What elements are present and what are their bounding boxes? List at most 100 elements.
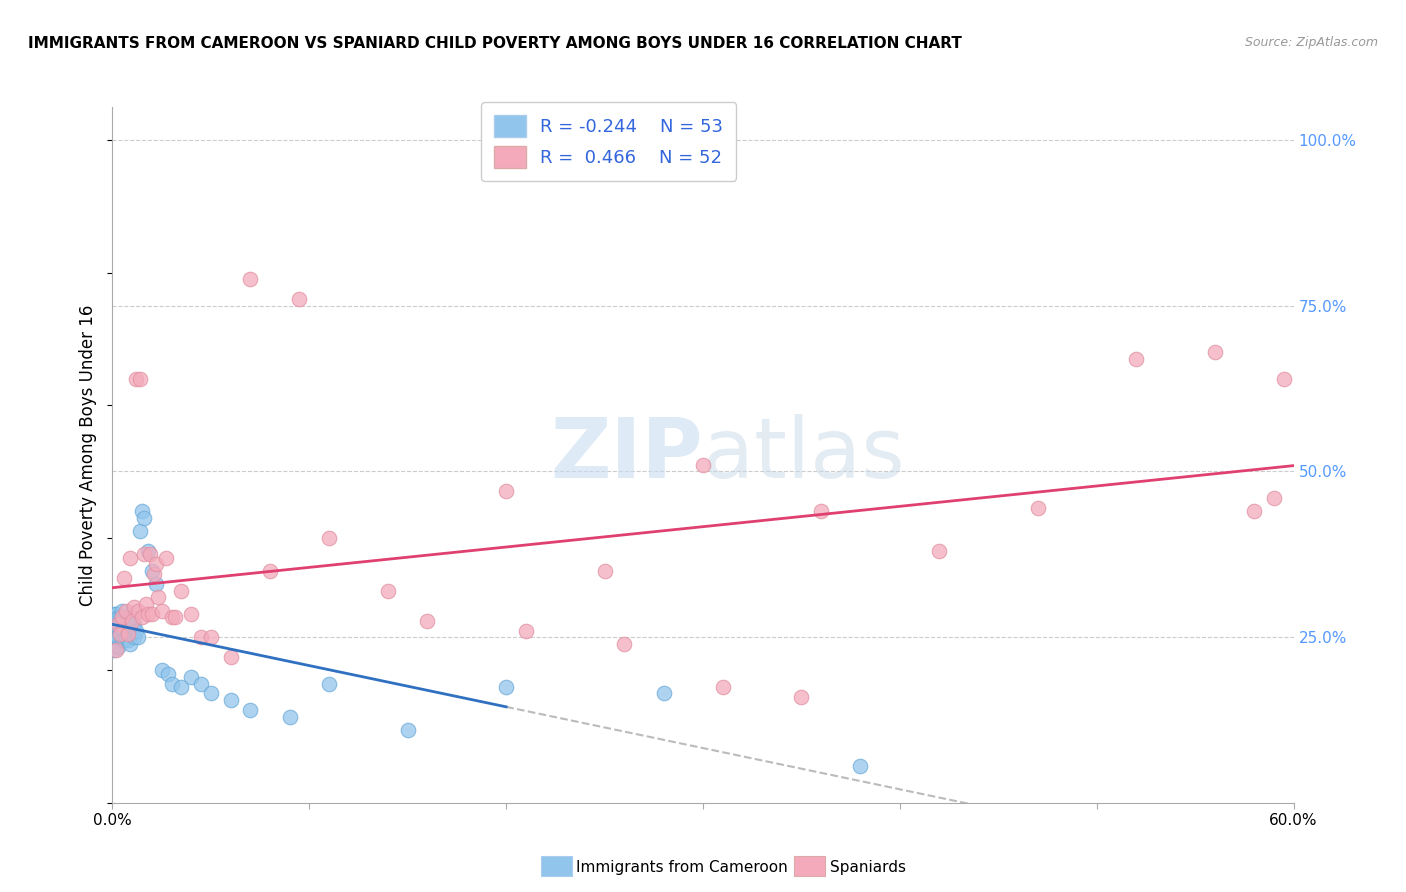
- Point: [117, 620, 139, 634]
- Y-axis label: Child Poverty Among Boys Under 16: Child Poverty Among Boys Under 16: [79, 304, 97, 606]
- Point: [190, 630, 212, 644]
- Point: [105, 643, 128, 657]
- Text: ZIP: ZIP: [551, 415, 703, 495]
- Point: [122, 630, 145, 644]
- Point: [692, 458, 714, 472]
- Point: [110, 616, 132, 631]
- Point: [1125, 351, 1147, 366]
- Point: [200, 686, 222, 700]
- Point: [142, 567, 165, 582]
- Point: [165, 610, 187, 624]
- Point: [112, 614, 135, 628]
- Point: [120, 550, 142, 565]
- Point: [180, 670, 202, 684]
- Point: [170, 583, 193, 598]
- Point: [136, 607, 159, 621]
- Point: [110, 627, 132, 641]
- Point: [495, 680, 517, 694]
- Point: [117, 633, 139, 648]
- Point: [652, 686, 675, 700]
- Point: [150, 604, 173, 618]
- Point: [110, 610, 132, 624]
- Point: [125, 624, 148, 638]
- Point: [131, 504, 153, 518]
- Point: [129, 524, 152, 538]
- Point: [125, 372, 148, 386]
- Point: [107, 630, 129, 644]
- Point: [1026, 500, 1049, 515]
- Point: [117, 627, 139, 641]
- Point: [136, 544, 159, 558]
- Point: [515, 624, 537, 638]
- Point: [150, 663, 173, 677]
- Point: [810, 504, 832, 518]
- Point: [377, 583, 399, 598]
- Point: [120, 637, 142, 651]
- Point: [127, 630, 149, 644]
- Point: [105, 616, 128, 631]
- Point: [1263, 491, 1285, 505]
- Point: [121, 614, 143, 628]
- Text: IMMIGRANTS FROM CAMEROON VS SPANIARD CHILD POVERTY AMONG BOYS UNDER 16 CORRELATI: IMMIGRANTS FROM CAMEROON VS SPANIARD CHI…: [28, 36, 962, 51]
- Point: [111, 614, 134, 628]
- Point: [135, 597, 157, 611]
- Point: [239, 272, 262, 286]
- Point: [160, 610, 183, 624]
- Point: [103, 643, 125, 657]
- Point: [107, 616, 129, 631]
- Point: [593, 564, 616, 578]
- Point: [107, 640, 129, 654]
- Point: [278, 709, 301, 723]
- Point: [288, 292, 311, 306]
- Point: [112, 624, 135, 638]
- Point: [318, 531, 340, 545]
- Point: [127, 604, 149, 618]
- Point: [110, 627, 132, 641]
- Legend: R = -0.244    N = 53, R =  0.466    N = 52: R = -0.244 N = 53, R = 0.466 N = 52: [481, 103, 737, 180]
- Point: [180, 607, 202, 621]
- Point: [122, 616, 145, 631]
- Point: [111, 633, 134, 648]
- Point: [120, 624, 142, 638]
- Point: [155, 550, 177, 565]
- Point: [146, 591, 169, 605]
- Point: [115, 630, 138, 644]
- Point: [107, 620, 129, 634]
- Point: [170, 680, 193, 694]
- Point: [1204, 345, 1226, 359]
- Point: [131, 610, 153, 624]
- Point: [259, 564, 281, 578]
- Point: [105, 630, 128, 644]
- Text: Source: ZipAtlas.com: Source: ZipAtlas.com: [1244, 36, 1378, 49]
- Point: [129, 372, 152, 386]
- Point: [219, 693, 242, 707]
- Point: [121, 627, 143, 641]
- Point: [145, 558, 167, 572]
- Point: [396, 723, 419, 737]
- Point: [156, 666, 179, 681]
- Point: [111, 604, 134, 618]
- Point: [239, 703, 262, 717]
- Point: [115, 604, 138, 618]
- Point: [416, 614, 439, 628]
- Point: [112, 633, 135, 648]
- Point: [132, 511, 155, 525]
- Point: [111, 624, 134, 638]
- Point: [1272, 372, 1295, 386]
- Point: [115, 616, 138, 631]
- Point: [141, 564, 163, 578]
- Text: Spaniards: Spaniards: [830, 860, 905, 874]
- Text: atlas: atlas: [703, 415, 904, 495]
- Point: [1243, 504, 1265, 518]
- Point: [145, 577, 167, 591]
- Point: [105, 607, 128, 621]
- Point: [318, 676, 340, 690]
- Point: [711, 680, 734, 694]
- Point: [112, 570, 135, 584]
- Point: [141, 607, 163, 621]
- Point: [190, 676, 212, 690]
- Point: [107, 610, 129, 624]
- Point: [103, 620, 125, 634]
- Text: Immigrants from Cameroon: Immigrants from Cameroon: [576, 860, 789, 874]
- Point: [111, 610, 134, 624]
